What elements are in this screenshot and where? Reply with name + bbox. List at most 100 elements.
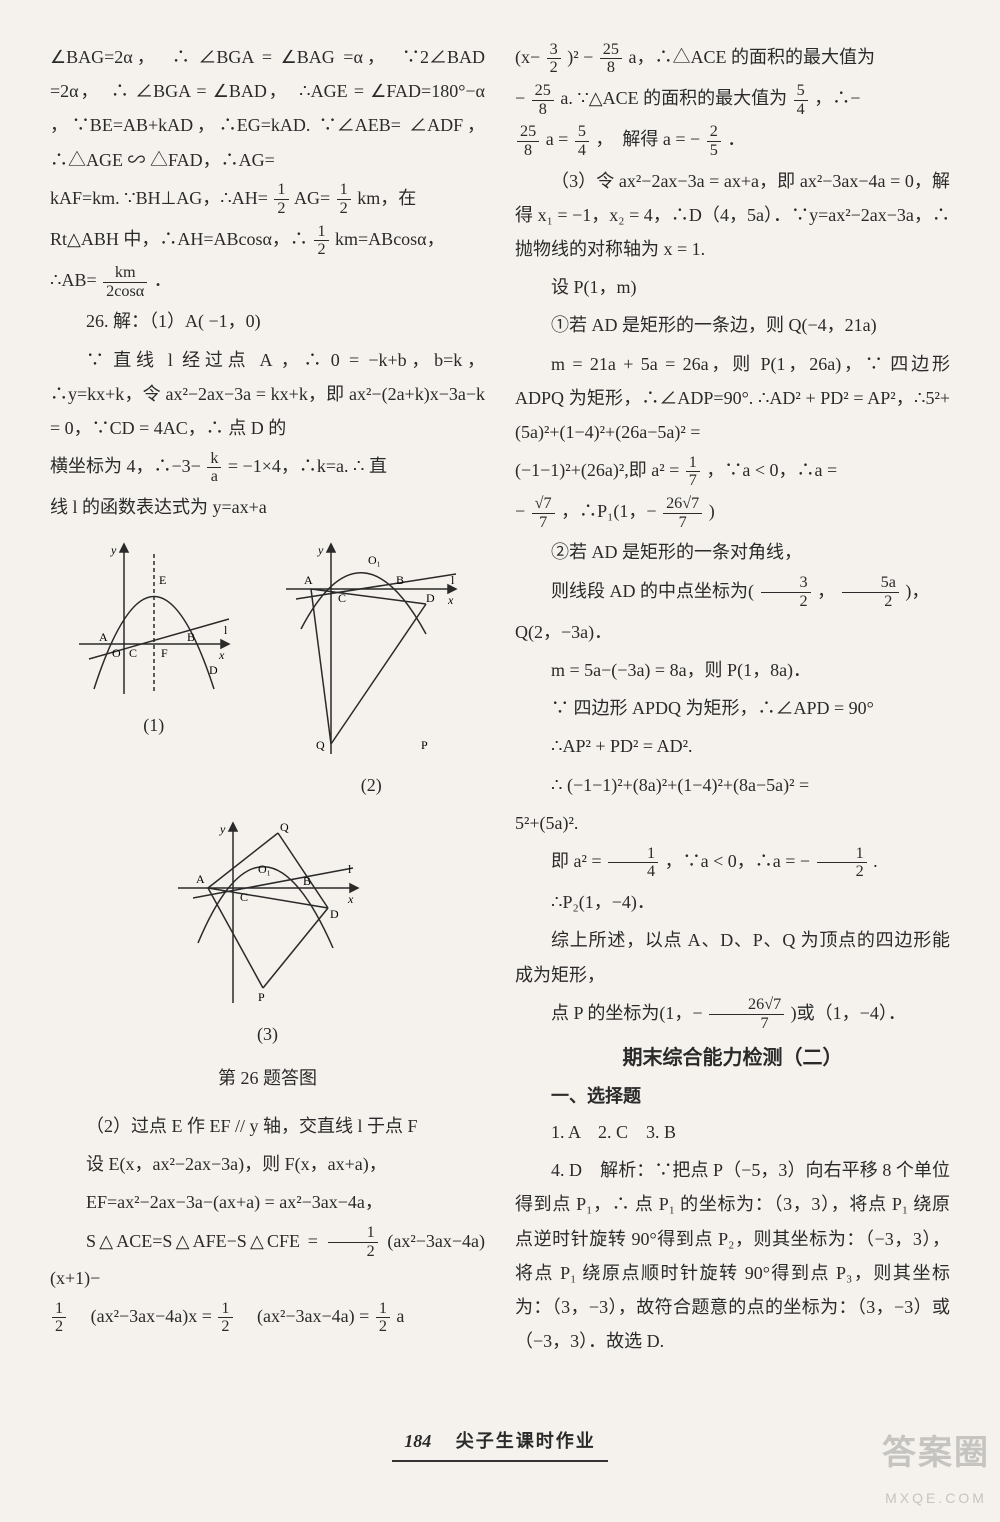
figure-3: A C O₁ B D Q P l x y (3) <box>168 813 368 1051</box>
text-block: 26. 解：（1）A( −1，0) <box>50 304 485 338</box>
text-block: ∵ 四边形 APDQ 为矩形，∴∠APD = 90° <box>515 691 950 725</box>
text-block: Q(2，−3a)． <box>515 615 950 649</box>
text: kAF=km. ∵BH⊥AG，∴AH= <box>50 188 268 208</box>
text: 即 a² = <box>551 851 606 871</box>
fraction: 12 <box>337 181 351 218</box>
text: ，∴− <box>814 88 860 108</box>
svg-text:x: x <box>218 648 225 662</box>
text: ，∵a < 0，∴a = − <box>665 851 810 871</box>
text: a <box>396 1306 404 1326</box>
fraction: 26√77 <box>709 996 784 1033</box>
svg-text:P: P <box>258 990 265 1004</box>
svg-text:A: A <box>304 573 313 587</box>
text: (x− <box>515 47 540 67</box>
text-block: 1. A 2. C 3. B <box>515 1115 950 1149</box>
fraction: 54 <box>575 123 589 160</box>
text-block: (−1−1)²+(26a)²,即 a² = 17 ，∵a < 0，∴a = <box>515 453 950 490</box>
text-block: S△ACE=S△AFE−S△CFE = 12 (ax²−3ax−4a)(x+1)… <box>50 1224 485 1295</box>
fraction: 32 <box>547 41 561 78</box>
text: (ax²−3ax−4a)x = <box>73 1306 217 1326</box>
svg-text:x: x <box>347 892 354 906</box>
watermark-text: 答案圈 <box>882 1421 990 1486</box>
text: km=ABcosα， <box>335 229 445 249</box>
text: a. ∵△ACE 的面积的最大值为 <box>560 88 791 108</box>
svg-text:A: A <box>99 630 108 644</box>
fraction: 12 <box>817 845 867 882</box>
text-block: 12 (ax²−3ax−4a)x = 12 (ax²−3ax−4a) = 12 … <box>50 1299 485 1336</box>
svg-text:D: D <box>426 591 435 605</box>
left-column: ∠BAG=2α， ∴ ∠BGA = ∠BAG =α， ∵2∠BAD =2α， ∴… <box>50 40 485 1362</box>
text-block: m = 21a + 5a = 26a，则 P(1，26a)，∵ 四边形 ADPQ… <box>515 347 950 450</box>
fraction: 12 <box>218 1300 232 1337</box>
section-header: 期末综合能力检测（二） <box>515 1039 950 1077</box>
text: ，∵a < 0，∴a = <box>706 460 837 480</box>
text-block: ∴P₂(1，−4)． <box>515 885 950 919</box>
text-block: EF=ax²−2ax−3a−(ax+a) = ax²−3ax−4a， <box>50 1185 485 1219</box>
svg-text:P: P <box>421 738 428 752</box>
svg-text:l: l <box>224 623 228 637</box>
svg-text:y: y <box>317 543 324 557</box>
text: )或（1，−4）． <box>791 1003 906 1023</box>
text-block: 设 P(1，m) <box>515 270 950 304</box>
text-block: m = 5a−(−3a) = 8a，则 P(1，8a)． <box>515 653 950 687</box>
text-block: − √77 ，∴P₁(1，− 26√77 ) <box>515 494 950 531</box>
fraction: 12 <box>274 181 288 218</box>
text-block: 横坐标为 4，∴−3− ka = −1×4，∴k=a. ∴ 直 <box>50 449 485 486</box>
text-block: ∵ 直线 l 经过点 A ，∴ 0 = −k+b，b=k，∴y=kx+k，令 a… <box>50 343 485 446</box>
svg-text:F: F <box>161 646 168 660</box>
parabola-diagram-3: A C O₁ B D Q P l x y <box>168 813 368 1013</box>
text: AG= <box>294 188 330 208</box>
text: − <box>515 501 525 521</box>
figure-label: (2) <box>276 768 466 802</box>
text: )² − <box>567 47 598 67</box>
svg-text:Q: Q <box>280 820 289 834</box>
right-column: (x− 32 )² − 258 a，∴△ACE 的面积的最大值为 − 258 a… <box>515 40 950 1362</box>
figure-row-1: A C E B D F l O x y (1) <box>50 534 485 802</box>
svg-text:B: B <box>303 874 311 888</box>
text: ． <box>154 270 172 290</box>
fraction: ka <box>207 450 221 487</box>
text-block: − 258 a. ∵△ACE 的面积的最大值为 54 ，∴− <box>515 81 950 118</box>
page-number: 184 <box>404 1431 431 1451</box>
fraction: 17 <box>686 454 700 491</box>
text-block: ∴AP² + PD² = AD². <box>515 729 950 763</box>
text-block: ①若 AD 是矩形的一条边，则 Q(−4，21a) <box>515 308 950 342</box>
svg-text:O₁: O₁ <box>368 553 381 567</box>
fraction: 258 <box>600 41 622 78</box>
figure-2: A C O₁ B D Q P l x y (2) <box>276 534 466 802</box>
text: 点 P 的坐标为(1，− <box>551 1003 703 1023</box>
fraction: 258 <box>517 123 539 160</box>
svg-text:O₁: O₁ <box>258 862 271 876</box>
text: )， <box>905 581 929 601</box>
sub-header: 一、选择题 <box>515 1079 950 1113</box>
figure-row-2: A C O₁ B D Q P l x y (3) <box>50 813 485 1051</box>
fraction: 12 <box>376 1300 390 1337</box>
text: a，∴△ACE 的面积的最大值为 <box>628 47 875 67</box>
text: ， 解得 a = − <box>595 129 700 149</box>
footer-title: 尖子生课时作业 <box>456 1431 596 1451</box>
svg-text:y: y <box>110 543 117 557</box>
page-container: ∠BAG=2α， ∴ ∠BGA = ∠BAG =α， ∵2∠BAD =2α， ∴… <box>0 0 1000 1442</box>
text: − <box>515 88 525 108</box>
fraction: km2cosα <box>103 264 147 301</box>
text-block: 综上所述，以点 A、D、P、Q 为顶点的四边形能成为矩形， <box>515 923 950 991</box>
text: ． <box>727 129 745 149</box>
text: = −1×4，∴k=a. ∴ 直 <box>228 456 387 476</box>
text: ，∴P₁(1，− <box>561 501 656 521</box>
text: . <box>873 851 878 871</box>
text: Rt△ABH 中，∴AH=ABcosα，∴ <box>50 229 308 249</box>
text: 横坐标为 4，∴−3− <box>50 456 201 476</box>
text-block: Rt△ABH 中，∴AH=ABcosα，∴ 12 km=ABcosα， <box>50 222 485 259</box>
text: a = <box>546 129 573 149</box>
svg-text:B: B <box>396 573 404 587</box>
text-block: 4. D 解析：∵把点 P（−5，3）向右平移 8 个单位得到点 P₁，∴ 点 … <box>515 1153 950 1358</box>
text: ) <box>709 501 715 521</box>
fraction: 32 <box>761 574 811 611</box>
parabola-diagram-1: A C E B D F l O x y <box>69 534 239 704</box>
fraction: 258 <box>532 82 554 119</box>
svg-text:D: D <box>330 907 339 921</box>
fraction: 26√77 <box>663 495 702 532</box>
svg-text:C: C <box>338 591 346 605</box>
figure-main-caption: 第 26 题答图 <box>50 1061 485 1095</box>
figure-label: (1) <box>69 708 239 742</box>
